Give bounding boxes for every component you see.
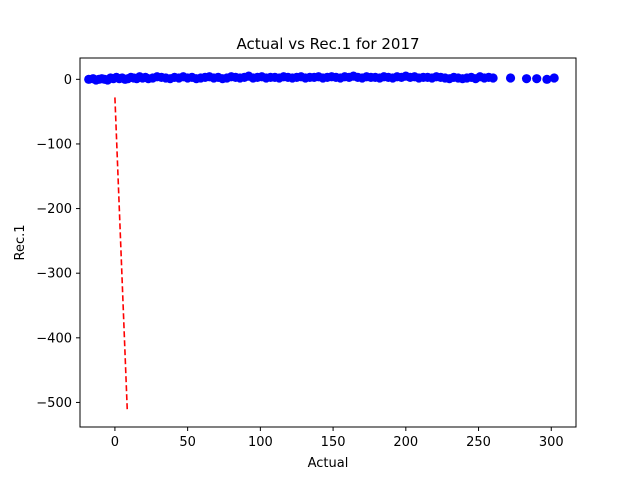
plot-marks (84, 71, 559, 411)
y-axis-title: Rec.1 (13, 225, 28, 261)
y-tick-label: −100 (36, 137, 72, 152)
y-tick-label: 0 (64, 73, 72, 88)
x-tick-label: 200 (393, 435, 418, 450)
x-tick-label: 100 (248, 435, 273, 450)
x-tick-label: 50 (179, 435, 196, 450)
y-tick-label: −200 (36, 202, 72, 217)
x-tick-label: 300 (539, 435, 564, 450)
x-tick-label: 0 (111, 435, 119, 450)
data-point (488, 73, 498, 83)
y-tick-label: −400 (36, 331, 72, 346)
data-point (549, 73, 559, 83)
x-tick-label: 150 (321, 435, 346, 450)
reference-line (114, 97, 129, 411)
data-point (532, 74, 542, 84)
y-tick-label: −300 (36, 267, 72, 282)
chart-title: Actual vs Rec.1 for 2017 (236, 35, 419, 53)
plot-frame (79, 57, 577, 428)
data-point (542, 74, 552, 84)
data-point (505, 73, 516, 83)
x-axis: 0 50 100 150 200 250 300 (111, 427, 564, 450)
x-tick-label: 250 (466, 435, 491, 450)
y-axis: 0 −100 −200 −300 −400 −500 (36, 73, 80, 411)
data-point (521, 74, 532, 84)
y-tick-label: −500 (36, 396, 72, 411)
x-axis-title: Actual (308, 456, 349, 471)
